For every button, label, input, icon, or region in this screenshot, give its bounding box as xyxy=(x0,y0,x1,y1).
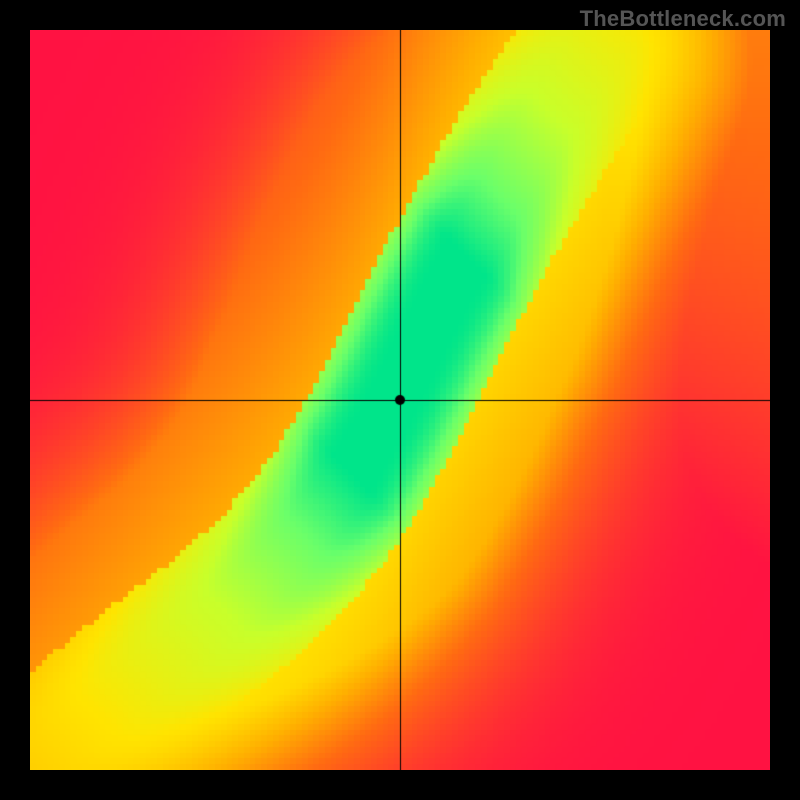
chart-container: TheBottleneck.com xyxy=(0,0,800,800)
heatmap-canvas xyxy=(30,30,770,770)
plot-area xyxy=(30,30,770,770)
watermark-text: TheBottleneck.com xyxy=(580,6,786,32)
